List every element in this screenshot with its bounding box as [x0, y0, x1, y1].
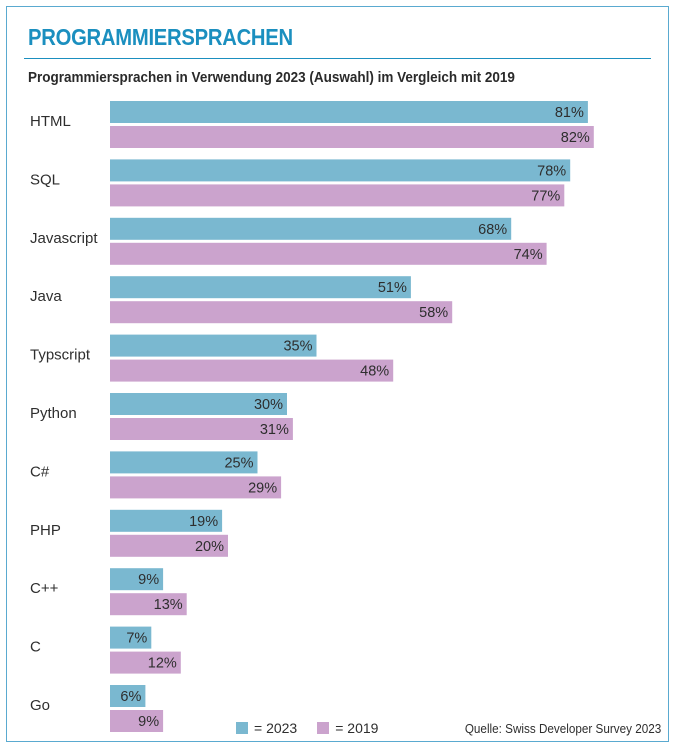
value-label-2023: 68% [478, 222, 507, 238]
value-label-2019: 13% [154, 597, 183, 613]
chart-subtitle: Programmiersprachen in Verwendung 2023 (… [28, 69, 515, 86]
legend-swatch-2019 [317, 722, 330, 734]
bar-2023 [110, 334, 317, 357]
bar-2019 [110, 476, 282, 499]
value-label-2023: 78% [537, 163, 566, 179]
category-label: Python [30, 405, 77, 422]
legend-item-2023: = 2023 [236, 720, 297, 736]
category-label: PHP [30, 522, 61, 539]
bar-2019 [110, 418, 293, 440]
bar-2019 [110, 301, 453, 324]
bar-2023 [110, 568, 164, 591]
category-label: Typscript [30, 347, 91, 364]
legend-label-2019: = 2019 [335, 720, 379, 736]
value-label-2023: 35% [283, 339, 312, 355]
bar-2019 [110, 593, 187, 616]
value-label-2019: 12% [148, 656, 177, 672]
category-label: Javascript [30, 230, 98, 247]
value-label-2019: 20% [195, 539, 224, 555]
bar-2019 [110, 710, 164, 732]
source-note: Quelle: Swiss Developer Survey 2023 [464, 721, 661, 736]
value-label-2023: 9% [138, 572, 159, 588]
value-label-2019: 74% [514, 247, 543, 263]
legend-item-2019: = 2019 [317, 720, 378, 736]
bar-2023 [110, 451, 258, 474]
bar-2023 [110, 393, 287, 415]
bar-2023 [110, 276, 411, 299]
value-label-2019: 31% [260, 422, 289, 438]
legend-swatch-2023 [236, 722, 248, 734]
value-label-2023: 51% [378, 280, 407, 296]
value-label-2019: 48% [360, 364, 389, 380]
category-label: SQL [30, 171, 60, 188]
value-label-2023: 6% [120, 689, 141, 705]
bar-2023 [110, 685, 146, 707]
category-label: HTML [30, 113, 71, 130]
chart-frame [6, 6, 669, 742]
bar-2019 [110, 534, 228, 557]
page-title: PROGRAMMIERSPRACHEN [28, 24, 293, 50]
value-label-2019: 29% [248, 480, 277, 496]
bar-2019 [110, 184, 565, 207]
legend-label-2023: = 2023 [254, 720, 298, 736]
bar-2019 [110, 651, 181, 674]
value-label-2023: 7% [126, 631, 147, 647]
bar-2019 [110, 242, 547, 265]
value-label-2023: 81% [555, 105, 584, 121]
title-divider [24, 58, 651, 59]
category-label: Go [30, 697, 50, 714]
bar-2023 [110, 217, 512, 240]
bar-2023 [110, 626, 152, 649]
bar-2019 [110, 359, 394, 382]
bar-2023 [110, 509, 223, 532]
bar-2023 [110, 159, 571, 182]
value-label-2023: 19% [189, 514, 218, 530]
value-label-2019: 77% [531, 188, 560, 204]
chart-legend: = 2023 = 2019 [236, 720, 398, 736]
value-label-2019: 58% [419, 305, 448, 321]
value-label-2019: 82% [561, 130, 590, 146]
category-label: C++ [30, 580, 59, 597]
value-label-2023: 25% [224, 455, 253, 471]
value-label-2023: 30% [254, 397, 283, 413]
category-label: C [30, 639, 41, 656]
bar-2023 [110, 101, 588, 123]
bar-2019 [110, 126, 594, 148]
category-label: Java [30, 288, 62, 305]
category-label: C# [30, 463, 50, 480]
value-label-2019: 9% [138, 714, 159, 730]
